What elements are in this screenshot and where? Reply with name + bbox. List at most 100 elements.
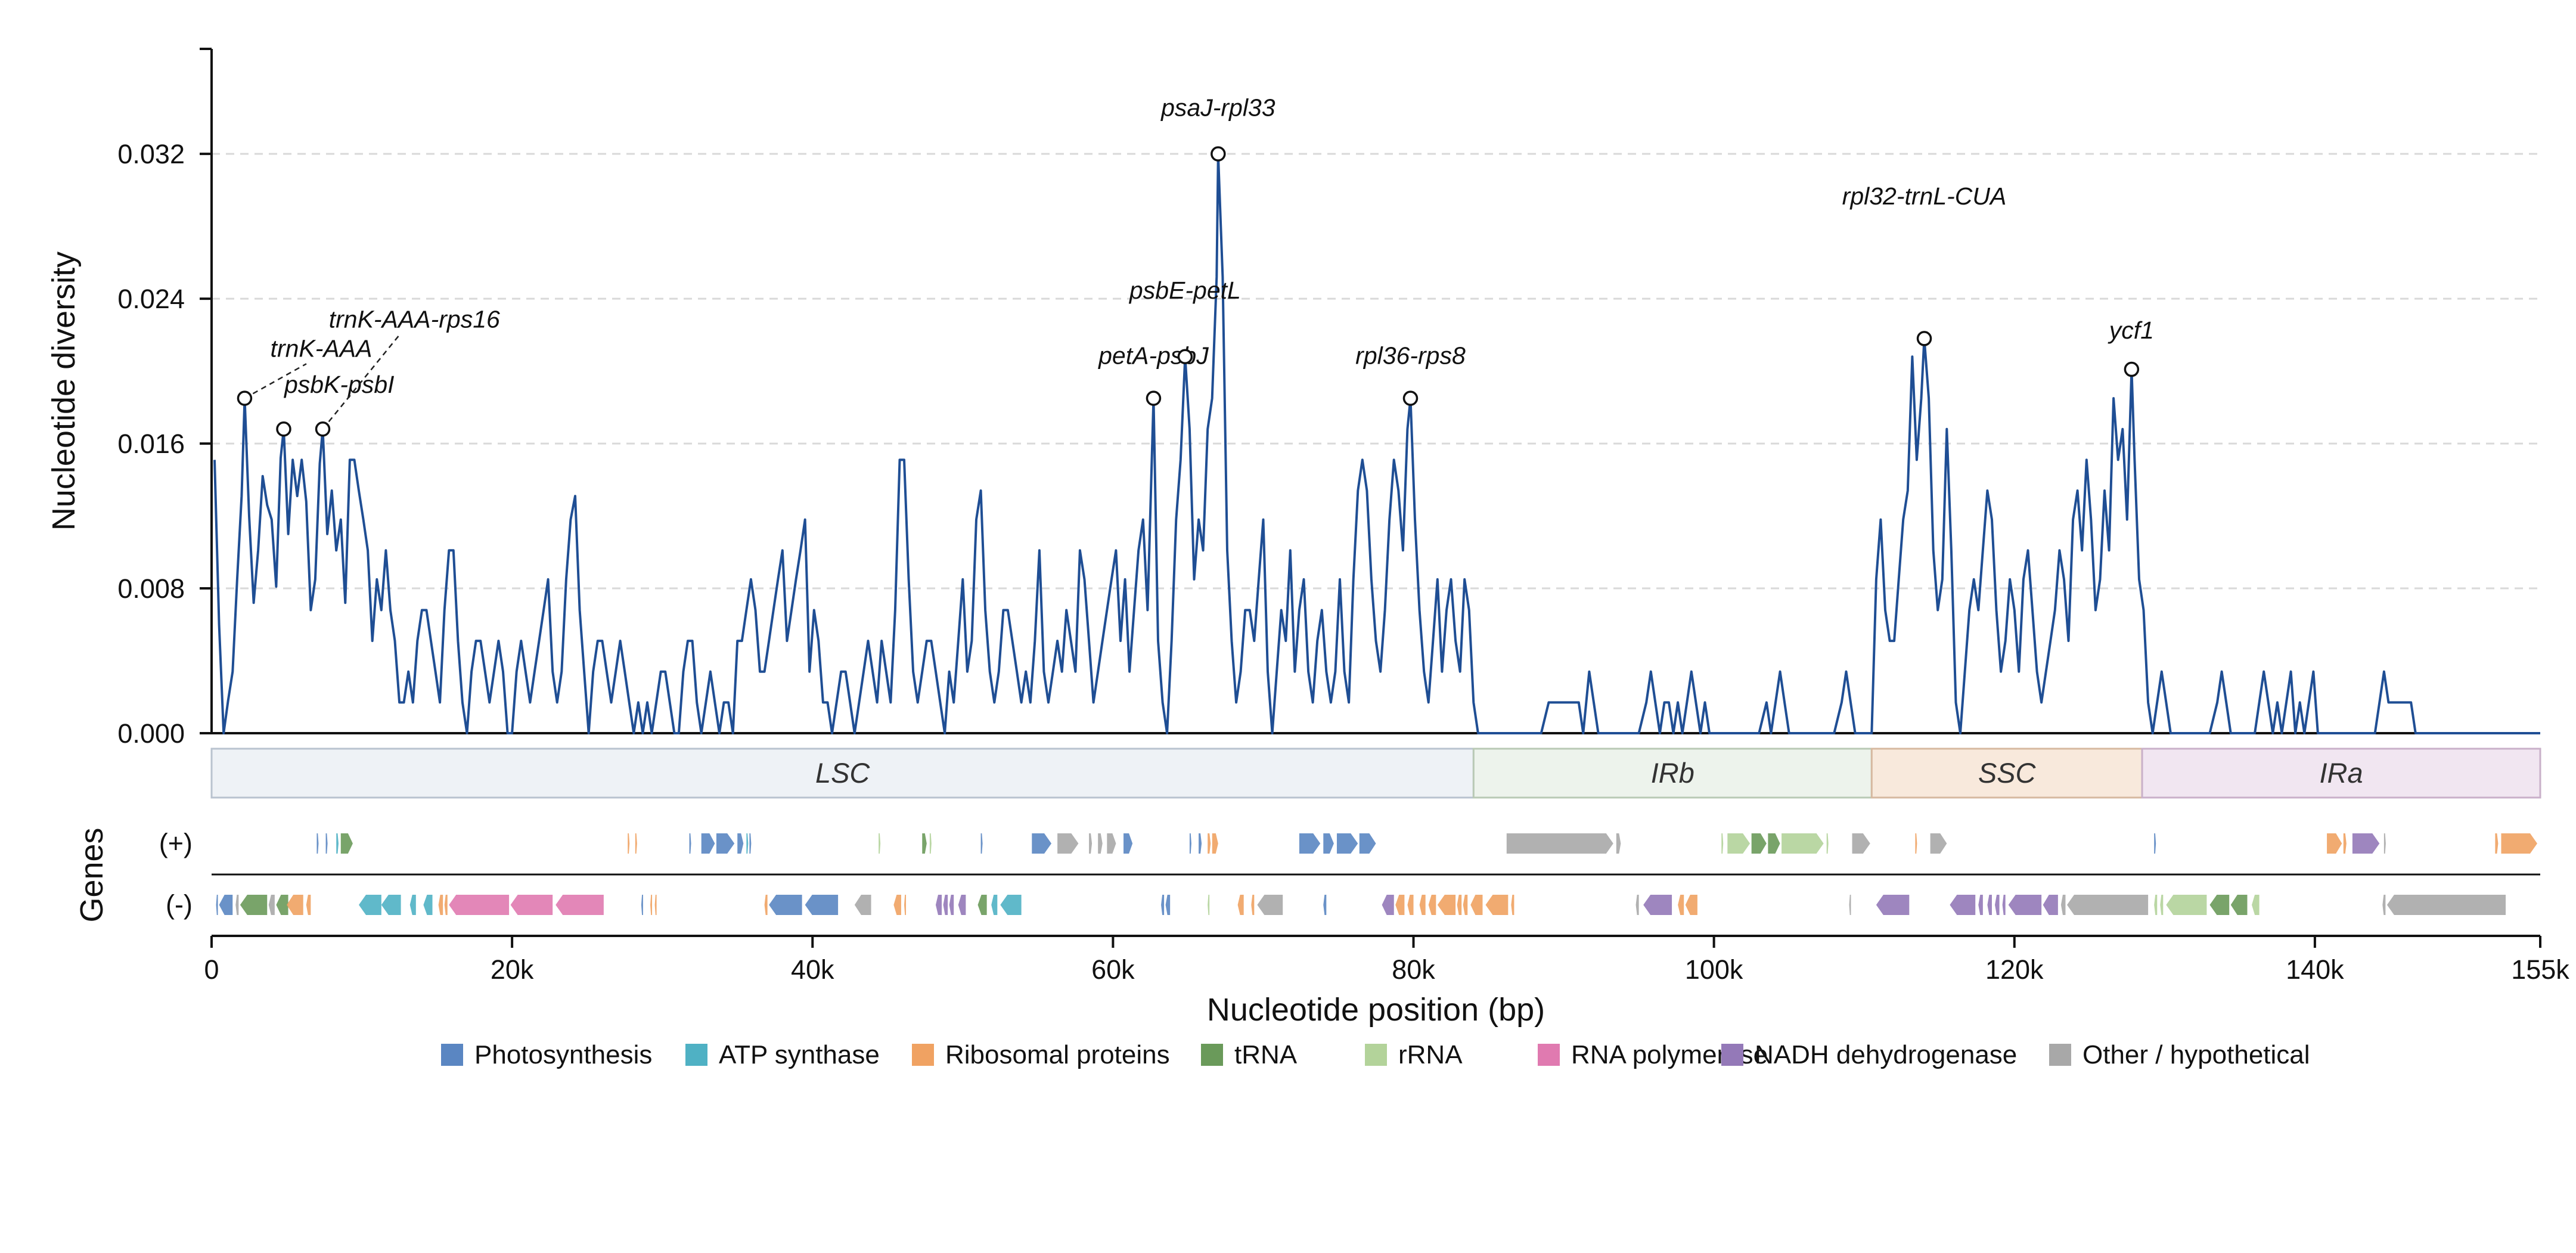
- peak-marker: [276, 421, 291, 437]
- plus-strand-gene: [701, 833, 715, 854]
- gene-track: (+) (-) Genes: [74, 827, 2540, 923]
- plus-strand-gene: [1208, 833, 1211, 854]
- legend: Photosynthesis ATP synthase Ribosomal prot…: [441, 1040, 2310, 1069]
- minus-strand-gene: [1407, 895, 1414, 915]
- y-tick-label: 0.008: [117, 573, 185, 604]
- peak-marker: [1146, 390, 1162, 406]
- x-tick-label: 0: [204, 954, 219, 985]
- minus-strand-gene: [1457, 895, 1462, 915]
- plot-area: [212, 153, 2540, 734]
- strand-label: (+): [159, 828, 193, 858]
- minus-strand-gene: [2043, 895, 2058, 915]
- peak-marker: [2124, 361, 2140, 377]
- minus-strand-gene: [1382, 895, 1394, 915]
- plus-strand-gene: [980, 833, 983, 854]
- x-tick-label: 40k: [791, 954, 834, 985]
- annotation-leader: [244, 363, 307, 399]
- minus-strand-gene: [216, 895, 218, 915]
- minus-strand-gene: [654, 895, 657, 915]
- plus-strand-gene: [1915, 833, 1917, 854]
- minus-strand-gene: [769, 895, 802, 915]
- minus-strand-gene: [1161, 895, 1165, 915]
- minus-strand-gene: [893, 895, 901, 915]
- peak-annotations: trnK-AAApsbK-psbItrnK-AAA-rps16petA-psbJ…: [237, 94, 2154, 437]
- legend-label: Other / hypothetical: [2082, 1040, 2310, 1069]
- minus-strand-gene: [1000, 895, 1022, 915]
- minus-strand-gene: [2008, 895, 2042, 915]
- minus-strand-gene: [2252, 895, 2260, 915]
- x-tick-label: 20k: [491, 954, 534, 985]
- region-box: [1472, 748, 1873, 799]
- minus-strand-gene: [555, 895, 604, 915]
- plus-strand-gene: [340, 833, 353, 854]
- annotation-label: ycf1: [2108, 317, 2154, 344]
- peak-marker: [237, 390, 253, 406]
- minus-strand-gene: [1511, 895, 1514, 915]
- minus-strand-gene: [1251, 895, 1255, 915]
- genome-region-bar: LSC IRb SSC IRa: [210, 748, 2541, 799]
- minus-strand-gene: [1643, 895, 1672, 915]
- x-tick-label: 80k: [1392, 954, 1435, 985]
- plus-strand-gene: [325, 833, 328, 854]
- minus-strand-gene: [764, 895, 768, 915]
- minus-strand-gene: [1849, 895, 1851, 915]
- plus-strand-gene: [1107, 833, 1116, 854]
- plus-strand-gene: [1189, 833, 1191, 854]
- region-box: [210, 748, 1475, 799]
- plus-strand-gene: [1057, 833, 1079, 854]
- minus-strand-gene: [409, 895, 416, 915]
- minus-strand-gene: [359, 895, 381, 915]
- annotation-leader: [322, 334, 401, 430]
- minus-strand-gene: [240, 895, 268, 915]
- legend-label: Photosynthesis: [474, 1040, 652, 1069]
- legend-swatch: [685, 1044, 707, 1066]
- minus-strand-gene: [1950, 895, 1976, 915]
- plus-strand-gene: [922, 833, 927, 854]
- peak-marker: [1916, 331, 1932, 346]
- region-label: LSC: [815, 757, 870, 789]
- plus-strand-gene: [2343, 833, 2347, 854]
- plus-strand-gene: [749, 833, 752, 854]
- minus-strand-gene: [958, 895, 966, 915]
- x-tick-label: 100k: [1685, 954, 1743, 985]
- plus-strand-gene: [716, 833, 735, 854]
- minus-strand-gene: [2154, 895, 2158, 915]
- minus-strand-gene: [2166, 895, 2207, 915]
- minus-strand-gene: [977, 895, 987, 915]
- x-axis: 0 20k 40k 60k 80k 100k 120k 140k 155k Nucleotide …: [204, 935, 2569, 1028]
- legend-label: ATP synthase: [719, 1040, 880, 1069]
- x-axis-title: Nucleotide position (bp): [1207, 992, 1545, 1028]
- region-box: [1870, 748, 2143, 799]
- plus-strand-gene: [2352, 833, 2380, 854]
- plus-strand-gene: [336, 833, 339, 854]
- plus-strand-gene: [689, 833, 691, 854]
- minus-strand-gene: [641, 895, 643, 915]
- plus-strand-gene: [879, 833, 881, 854]
- minus-strand-gene: [991, 895, 998, 915]
- annotation-label: psbK-psbI: [283, 371, 395, 398]
- plus-strand-gene: [1359, 833, 1376, 854]
- minus-strand-gene: [219, 895, 233, 915]
- plus-strand-gene: [1123, 833, 1133, 854]
- minus-strand-gene: [2066, 895, 2149, 915]
- minus-strand-gene: [1237, 895, 1244, 915]
- plus-strand-gene: [2501, 833, 2537, 854]
- peak-marker: [315, 421, 331, 437]
- minus-strand-gene: [2209, 895, 2230, 915]
- plus-strand-gene: [737, 833, 744, 854]
- plus-strand-gene: [316, 833, 319, 854]
- legend-swatch: [1721, 1044, 1743, 1066]
- plus-strand-gene: [628, 833, 630, 854]
- minus-strand-gene: [1685, 895, 1697, 915]
- minus-strand-gene: [1395, 895, 1405, 915]
- minus-strand-gene: [1876, 895, 1910, 915]
- peak-marker: [1402, 390, 1419, 406]
- minus-strand-gene: [1165, 895, 1171, 915]
- minus-strand-gene: [2002, 895, 2006, 915]
- plus-strand-gene: [1032, 833, 1052, 854]
- peak-marker: [1177, 349, 1193, 365]
- minus-strand-gene: [935, 895, 942, 915]
- plus-strand-gene: [929, 833, 932, 854]
- minus-strand-gene: [2160, 895, 2164, 915]
- minus-strand-gene: [1323, 895, 1327, 915]
